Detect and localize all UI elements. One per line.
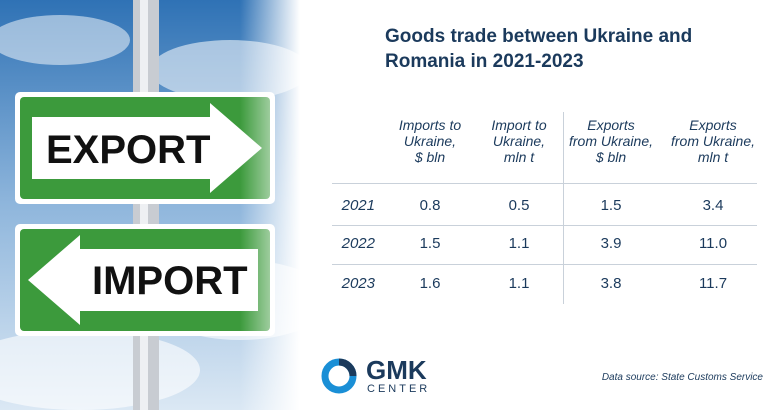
logo-text: GMK xyxy=(366,355,427,385)
title: Goods trade between Ukraine and Romania … xyxy=(385,26,693,72)
column-header: Imports to Ukraine, $ bln xyxy=(398,117,462,165)
logo-icon xyxy=(321,358,357,394)
row-label: 2023 xyxy=(341,275,375,292)
row-label: 2021 xyxy=(341,197,375,214)
table-cell: 3.4 xyxy=(702,197,724,214)
table-cell: 1.5 xyxy=(419,235,441,252)
table-cell: 11.0 xyxy=(698,235,728,252)
table-cell: 1.5 xyxy=(600,197,622,214)
row-divider xyxy=(332,225,757,226)
table-cell: 1.6 xyxy=(419,275,441,292)
row-divider xyxy=(332,183,757,184)
table-cell: 1.1 xyxy=(508,235,530,252)
row-label: 2022 xyxy=(341,235,375,252)
sign-text: IMPORT xyxy=(92,259,248,303)
logo-subtext: CENTER xyxy=(367,383,431,395)
table-cell: 3.9 xyxy=(600,235,622,252)
table-cell: 1.1 xyxy=(508,275,530,292)
signpost-photo xyxy=(0,0,300,410)
table-cell: 0.5 xyxy=(508,197,530,214)
table-cell: 3.8 xyxy=(600,275,622,292)
column-header: Import to Ukraine, mln t xyxy=(491,117,547,165)
column-divider xyxy=(563,112,564,304)
row-divider xyxy=(332,264,757,265)
source-note: Data source: State Customs Service xyxy=(601,372,763,383)
sign-text: EXPORT xyxy=(46,128,211,172)
table-cell: 11.7 xyxy=(698,275,728,292)
table-cell: 0.8 xyxy=(419,197,441,214)
column-header: Exports from Ukraine, $ bln xyxy=(568,117,654,165)
column-header: Exports from Ukraine, mln t xyxy=(670,117,756,165)
